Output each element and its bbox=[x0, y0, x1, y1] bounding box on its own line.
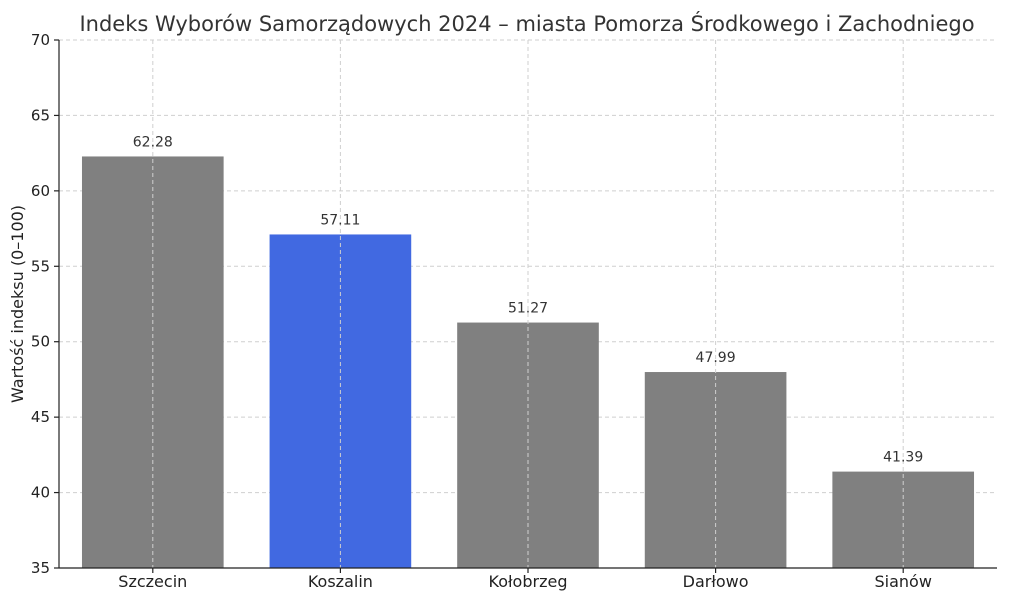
y-tick-label: 55 bbox=[31, 257, 50, 275]
data-label: 57.11 bbox=[320, 212, 360, 228]
data-label: 41.39 bbox=[883, 450, 923, 466]
y-tick-label: 50 bbox=[31, 333, 50, 351]
data-label: 47.99 bbox=[696, 350, 736, 366]
data-labels: 62.28 57.11 51.27 47.99 41.39 bbox=[133, 134, 923, 465]
data-label: 62.28 bbox=[133, 134, 173, 150]
y-axis-label: Wartość indeksu (0–100) bbox=[8, 205, 27, 403]
x-tick-label: Szczecin bbox=[118, 572, 187, 591]
y-tick-label: 40 bbox=[31, 484, 50, 502]
x-ticks: Szczecin Koszalin Kołobrzeg Darłowo Sianów bbox=[118, 568, 932, 591]
y-tick-label: 70 bbox=[31, 31, 50, 49]
x-tick-label: Darłowo bbox=[683, 572, 749, 591]
data-label: 51.27 bbox=[508, 301, 548, 317]
y-tick-label: 45 bbox=[31, 408, 50, 426]
chart-title: Indeks Wyborów Samorządowych 2024 – mias… bbox=[79, 11, 974, 36]
x-tick-label: Koszalin bbox=[308, 572, 373, 591]
x-tick-label: Sianów bbox=[874, 572, 931, 591]
y-ticks: 35 40 45 50 55 60 65 70 bbox=[31, 31, 59, 577]
x-tick-label: Kołobrzeg bbox=[489, 572, 568, 591]
y-tick-label: 35 bbox=[31, 559, 50, 577]
y-tick-label: 65 bbox=[31, 106, 50, 124]
bars bbox=[81, 40, 975, 568]
y-tick-label: 60 bbox=[31, 182, 50, 200]
